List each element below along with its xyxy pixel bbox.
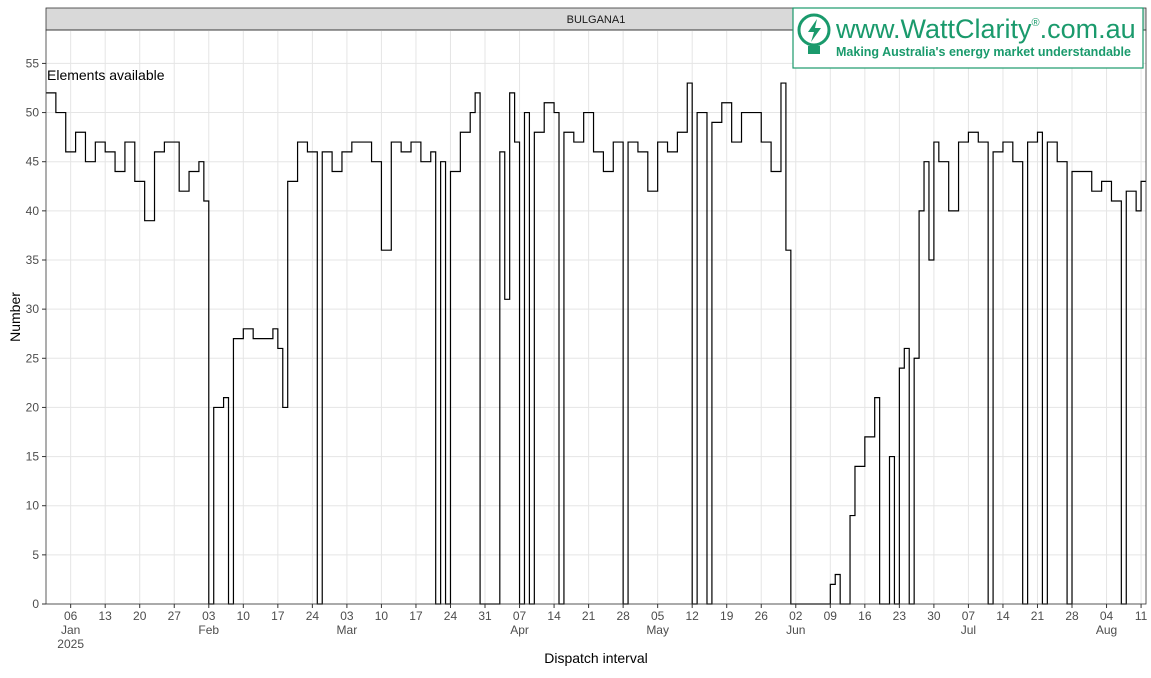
panel-label: BULGANA1 bbox=[567, 14, 626, 26]
x-tick-label: 03 bbox=[202, 609, 216, 623]
logo-box bbox=[792, 7, 1144, 69]
series-line bbox=[46, 82, 1146, 605]
x-axis-title: Dispatch interval bbox=[544, 650, 648, 666]
x-month-label: Mar bbox=[337, 623, 358, 637]
panel-border bbox=[45, 29, 1147, 605]
x-year-label: 2025 bbox=[57, 637, 84, 651]
logo-url: www.WattClarity®.com.au bbox=[835, 14, 1136, 44]
x-tick-label: 14 bbox=[547, 609, 561, 623]
x-tick-label: 23 bbox=[893, 609, 907, 623]
y-tick-label: 50 bbox=[26, 106, 40, 120]
logo-bolt bbox=[808, 19, 821, 42]
x-month-label: Jan bbox=[61, 623, 80, 637]
y-tick-label: 35 bbox=[26, 253, 40, 267]
x-tick-label: 04 bbox=[1100, 609, 1114, 623]
x-tick-label: 07 bbox=[513, 609, 527, 623]
x-tick-label: 24 bbox=[306, 609, 320, 623]
logo: www.WattClarity®.com.au Making Australia… bbox=[792, 7, 1144, 69]
y-tick-label: 55 bbox=[26, 56, 40, 70]
y-tick-label: 20 bbox=[26, 400, 40, 414]
x-tick-label: 26 bbox=[755, 609, 769, 623]
logo-url-end: .com.au bbox=[1040, 14, 1136, 44]
x-tick-label: 28 bbox=[616, 609, 630, 623]
x-tick-label: 24 bbox=[444, 609, 458, 623]
x-tick-label: 20 bbox=[133, 609, 147, 623]
logo-bulb bbox=[797, 13, 831, 47]
x-tick-label: 02 bbox=[789, 609, 803, 623]
x-tick-label: 07 bbox=[962, 609, 976, 623]
y-tick-label: 0 bbox=[32, 597, 39, 611]
x-tick-label: 05 bbox=[651, 609, 665, 623]
y-tick-label: 5 bbox=[32, 548, 39, 562]
x-month-label: Apr bbox=[510, 623, 529, 637]
x-tick-label: 30 bbox=[927, 609, 941, 623]
y-tick-label: 15 bbox=[26, 450, 40, 464]
x-month-label: May bbox=[646, 623, 669, 637]
x-tick-label: 21 bbox=[1031, 609, 1045, 623]
x-tick-label: 11 bbox=[1135, 609, 1148, 623]
x-month-label: Feb bbox=[198, 623, 219, 637]
x-tick-label: 09 bbox=[824, 609, 838, 623]
logo-url-start: www.WattClarity bbox=[835, 14, 1032, 44]
y-tick-label: 45 bbox=[26, 155, 40, 169]
x-month-label: Aug bbox=[1096, 623, 1117, 637]
x-tick-label: 10 bbox=[375, 609, 389, 623]
x-tick-label: 27 bbox=[168, 609, 182, 623]
y-tick-label: 10 bbox=[26, 499, 40, 513]
y-tick-label: 25 bbox=[26, 351, 40, 365]
x-tick-label: 21 bbox=[582, 609, 596, 623]
x-tick-label: 13 bbox=[99, 609, 113, 623]
x-tick-label: 16 bbox=[858, 609, 872, 623]
marks bbox=[46, 82, 1146, 605]
grid bbox=[46, 30, 1146, 605]
x-tick-label: 14 bbox=[996, 609, 1010, 623]
x-tick-label: 12 bbox=[686, 609, 700, 623]
y-tick-label: 30 bbox=[26, 302, 40, 316]
x-tick-label: 28 bbox=[1065, 609, 1079, 623]
logo-registered: ® bbox=[1032, 17, 1040, 29]
x-month-label: Jun bbox=[786, 623, 805, 637]
x-tick-label: 06 bbox=[64, 609, 78, 623]
y-axis-title: Number bbox=[7, 292, 23, 342]
x-tick-label: 31 bbox=[478, 609, 492, 623]
x-month-label: Jul bbox=[961, 623, 976, 637]
x-tick-label: 19 bbox=[720, 609, 734, 623]
annotation: Elements available bbox=[47, 67, 165, 83]
logo-tagline: Making Australia's energy market underst… bbox=[836, 45, 1131, 59]
x-tick-label: 10 bbox=[237, 609, 251, 623]
x-tick-label: 03 bbox=[340, 609, 354, 623]
y-tick-label: 40 bbox=[26, 204, 40, 218]
logo-bulb-base bbox=[808, 46, 820, 54]
x-tick-label: 17 bbox=[409, 609, 423, 623]
x-tick-label: 17 bbox=[271, 609, 285, 623]
